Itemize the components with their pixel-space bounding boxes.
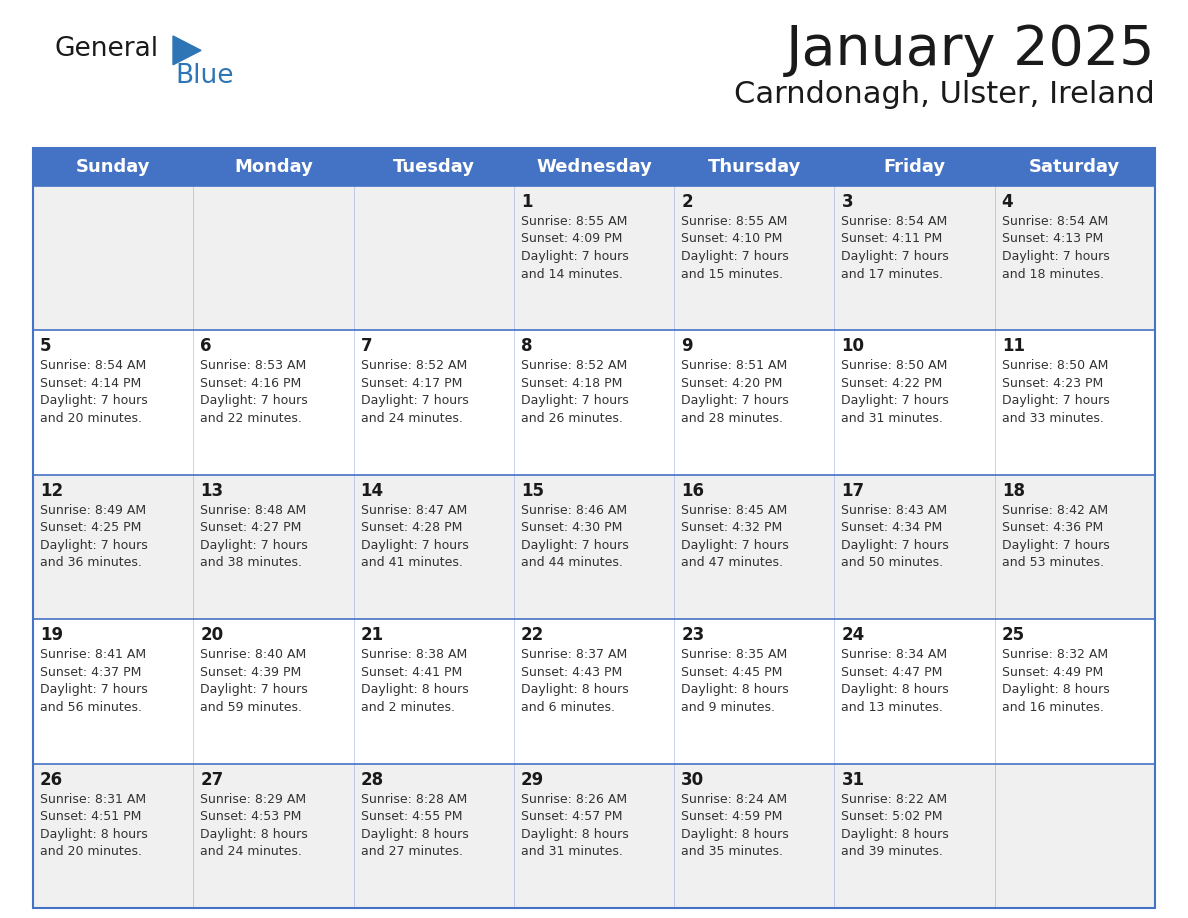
Text: Sunrise: 8:38 AM
Sunset: 4:41 PM
Daylight: 8 hours
and 2 minutes.: Sunrise: 8:38 AM Sunset: 4:41 PM Dayligh… [361,648,468,713]
Text: Sunrise: 8:34 AM
Sunset: 4:47 PM
Daylight: 8 hours
and 13 minutes.: Sunrise: 8:34 AM Sunset: 4:47 PM Dayligh… [841,648,949,713]
Text: 22: 22 [520,626,544,644]
Text: Sunrise: 8:48 AM
Sunset: 4:27 PM
Daylight: 7 hours
and 38 minutes.: Sunrise: 8:48 AM Sunset: 4:27 PM Dayligh… [201,504,308,569]
Text: Saturday: Saturday [1029,158,1120,176]
Text: Thursday: Thursday [708,158,801,176]
Text: 17: 17 [841,482,865,499]
Text: 26: 26 [40,770,63,789]
Text: Sunrise: 8:54 AM
Sunset: 4:14 PM
Daylight: 7 hours
and 20 minutes.: Sunrise: 8:54 AM Sunset: 4:14 PM Dayligh… [40,360,147,425]
Text: 3: 3 [841,193,853,211]
Text: 7: 7 [361,338,372,355]
Text: Sunrise: 8:41 AM
Sunset: 4:37 PM
Daylight: 7 hours
and 56 minutes.: Sunrise: 8:41 AM Sunset: 4:37 PM Dayligh… [40,648,147,713]
Text: 31: 31 [841,770,865,789]
Bar [33,148,1155,186]
Text: 8: 8 [520,338,532,355]
Text: Sunday: Sunday [76,158,151,176]
Text: 10: 10 [841,338,865,355]
Text: 4: 4 [1001,193,1013,211]
Text: Sunrise: 8:22 AM
Sunset: 5:02 PM
Daylight: 8 hours
and 39 minutes.: Sunrise: 8:22 AM Sunset: 5:02 PM Dayligh… [841,792,949,858]
Text: January 2025: January 2025 [785,23,1155,77]
Text: Sunrise: 8:55 AM
Sunset: 4:09 PM
Daylight: 7 hours
and 14 minutes.: Sunrise: 8:55 AM Sunset: 4:09 PM Dayligh… [520,215,628,281]
Bar [33,620,1155,764]
Text: 14: 14 [361,482,384,499]
Text: General: General [55,36,159,62]
Text: 19: 19 [40,626,63,644]
Text: 24: 24 [841,626,865,644]
Text: Sunrise: 8:50 AM
Sunset: 4:23 PM
Daylight: 7 hours
and 33 minutes.: Sunrise: 8:50 AM Sunset: 4:23 PM Dayligh… [1001,360,1110,425]
Text: Sunrise: 8:24 AM
Sunset: 4:59 PM
Daylight: 8 hours
and 35 minutes.: Sunrise: 8:24 AM Sunset: 4:59 PM Dayligh… [681,792,789,858]
Text: 30: 30 [681,770,704,789]
Text: Sunrise: 8:42 AM
Sunset: 4:36 PM
Daylight: 7 hours
and 53 minutes.: Sunrise: 8:42 AM Sunset: 4:36 PM Dayligh… [1001,504,1110,569]
Text: Sunrise: 8:35 AM
Sunset: 4:45 PM
Daylight: 8 hours
and 9 minutes.: Sunrise: 8:35 AM Sunset: 4:45 PM Dayligh… [681,648,789,713]
Text: 21: 21 [361,626,384,644]
Text: 11: 11 [1001,338,1025,355]
Bar [33,330,1155,475]
Text: Sunrise: 8:54 AM
Sunset: 4:13 PM
Daylight: 7 hours
and 18 minutes.: Sunrise: 8:54 AM Sunset: 4:13 PM Dayligh… [1001,215,1110,281]
Text: 25: 25 [1001,626,1025,644]
Text: 12: 12 [40,482,63,499]
Text: 28: 28 [361,770,384,789]
Text: Carndonagh, Ulster, Ireland: Carndonagh, Ulster, Ireland [734,80,1155,109]
Bar [33,475,1155,620]
Text: Sunrise: 8:26 AM
Sunset: 4:57 PM
Daylight: 8 hours
and 31 minutes.: Sunrise: 8:26 AM Sunset: 4:57 PM Dayligh… [520,792,628,858]
Text: Sunrise: 8:37 AM
Sunset: 4:43 PM
Daylight: 8 hours
and 6 minutes.: Sunrise: 8:37 AM Sunset: 4:43 PM Dayligh… [520,648,628,713]
Text: Wednesday: Wednesday [536,158,652,176]
Text: 15: 15 [520,482,544,499]
Text: Sunrise: 8:53 AM
Sunset: 4:16 PM
Daylight: 7 hours
and 22 minutes.: Sunrise: 8:53 AM Sunset: 4:16 PM Dayligh… [201,360,308,425]
Polygon shape [173,36,201,65]
Text: Sunrise: 8:46 AM
Sunset: 4:30 PM
Daylight: 7 hours
and 44 minutes.: Sunrise: 8:46 AM Sunset: 4:30 PM Dayligh… [520,504,628,569]
Text: Blue: Blue [175,63,234,89]
Bar [33,148,1155,908]
Text: Sunrise: 8:31 AM
Sunset: 4:51 PM
Daylight: 8 hours
and 20 minutes.: Sunrise: 8:31 AM Sunset: 4:51 PM Dayligh… [40,792,147,858]
Text: Sunrise: 8:52 AM
Sunset: 4:17 PM
Daylight: 7 hours
and 24 minutes.: Sunrise: 8:52 AM Sunset: 4:17 PM Dayligh… [361,360,468,425]
Text: Sunrise: 8:50 AM
Sunset: 4:22 PM
Daylight: 7 hours
and 31 minutes.: Sunrise: 8:50 AM Sunset: 4:22 PM Dayligh… [841,360,949,425]
Text: 1: 1 [520,193,532,211]
Text: Sunrise: 8:45 AM
Sunset: 4:32 PM
Daylight: 7 hours
and 47 minutes.: Sunrise: 8:45 AM Sunset: 4:32 PM Dayligh… [681,504,789,569]
Text: 20: 20 [201,626,223,644]
Text: 23: 23 [681,626,704,644]
Text: Sunrise: 8:29 AM
Sunset: 4:53 PM
Daylight: 8 hours
and 24 minutes.: Sunrise: 8:29 AM Sunset: 4:53 PM Dayligh… [201,792,308,858]
Bar [33,764,1155,908]
Text: Sunrise: 8:40 AM
Sunset: 4:39 PM
Daylight: 7 hours
and 59 minutes.: Sunrise: 8:40 AM Sunset: 4:39 PM Dayligh… [201,648,308,713]
Text: Sunrise: 8:43 AM
Sunset: 4:34 PM
Daylight: 7 hours
and 50 minutes.: Sunrise: 8:43 AM Sunset: 4:34 PM Dayligh… [841,504,949,569]
Text: Sunrise: 8:55 AM
Sunset: 4:10 PM
Daylight: 7 hours
and 15 minutes.: Sunrise: 8:55 AM Sunset: 4:10 PM Dayligh… [681,215,789,281]
Text: Sunrise: 8:49 AM
Sunset: 4:25 PM
Daylight: 7 hours
and 36 minutes.: Sunrise: 8:49 AM Sunset: 4:25 PM Dayligh… [40,504,147,569]
Text: Sunrise: 8:32 AM
Sunset: 4:49 PM
Daylight: 8 hours
and 16 minutes.: Sunrise: 8:32 AM Sunset: 4:49 PM Dayligh… [1001,648,1110,713]
Text: 29: 29 [520,770,544,789]
Text: 13: 13 [201,482,223,499]
Text: 5: 5 [40,338,51,355]
Text: 27: 27 [201,770,223,789]
Text: 6: 6 [201,338,211,355]
Text: 18: 18 [1001,482,1025,499]
Text: 9: 9 [681,338,693,355]
Text: Sunrise: 8:54 AM
Sunset: 4:11 PM
Daylight: 7 hours
and 17 minutes.: Sunrise: 8:54 AM Sunset: 4:11 PM Dayligh… [841,215,949,281]
Text: Sunrise: 8:47 AM
Sunset: 4:28 PM
Daylight: 7 hours
and 41 minutes.: Sunrise: 8:47 AM Sunset: 4:28 PM Dayligh… [361,504,468,569]
Bar [33,186,1155,330]
Text: Monday: Monday [234,158,312,176]
Text: 16: 16 [681,482,704,499]
Text: Tuesday: Tuesday [393,158,475,176]
Text: Sunrise: 8:28 AM
Sunset: 4:55 PM
Daylight: 8 hours
and 27 minutes.: Sunrise: 8:28 AM Sunset: 4:55 PM Dayligh… [361,792,468,858]
Text: Sunrise: 8:51 AM
Sunset: 4:20 PM
Daylight: 7 hours
and 28 minutes.: Sunrise: 8:51 AM Sunset: 4:20 PM Dayligh… [681,360,789,425]
Text: 2: 2 [681,193,693,211]
Text: Friday: Friday [884,158,946,176]
Text: Sunrise: 8:52 AM
Sunset: 4:18 PM
Daylight: 7 hours
and 26 minutes.: Sunrise: 8:52 AM Sunset: 4:18 PM Dayligh… [520,360,628,425]
